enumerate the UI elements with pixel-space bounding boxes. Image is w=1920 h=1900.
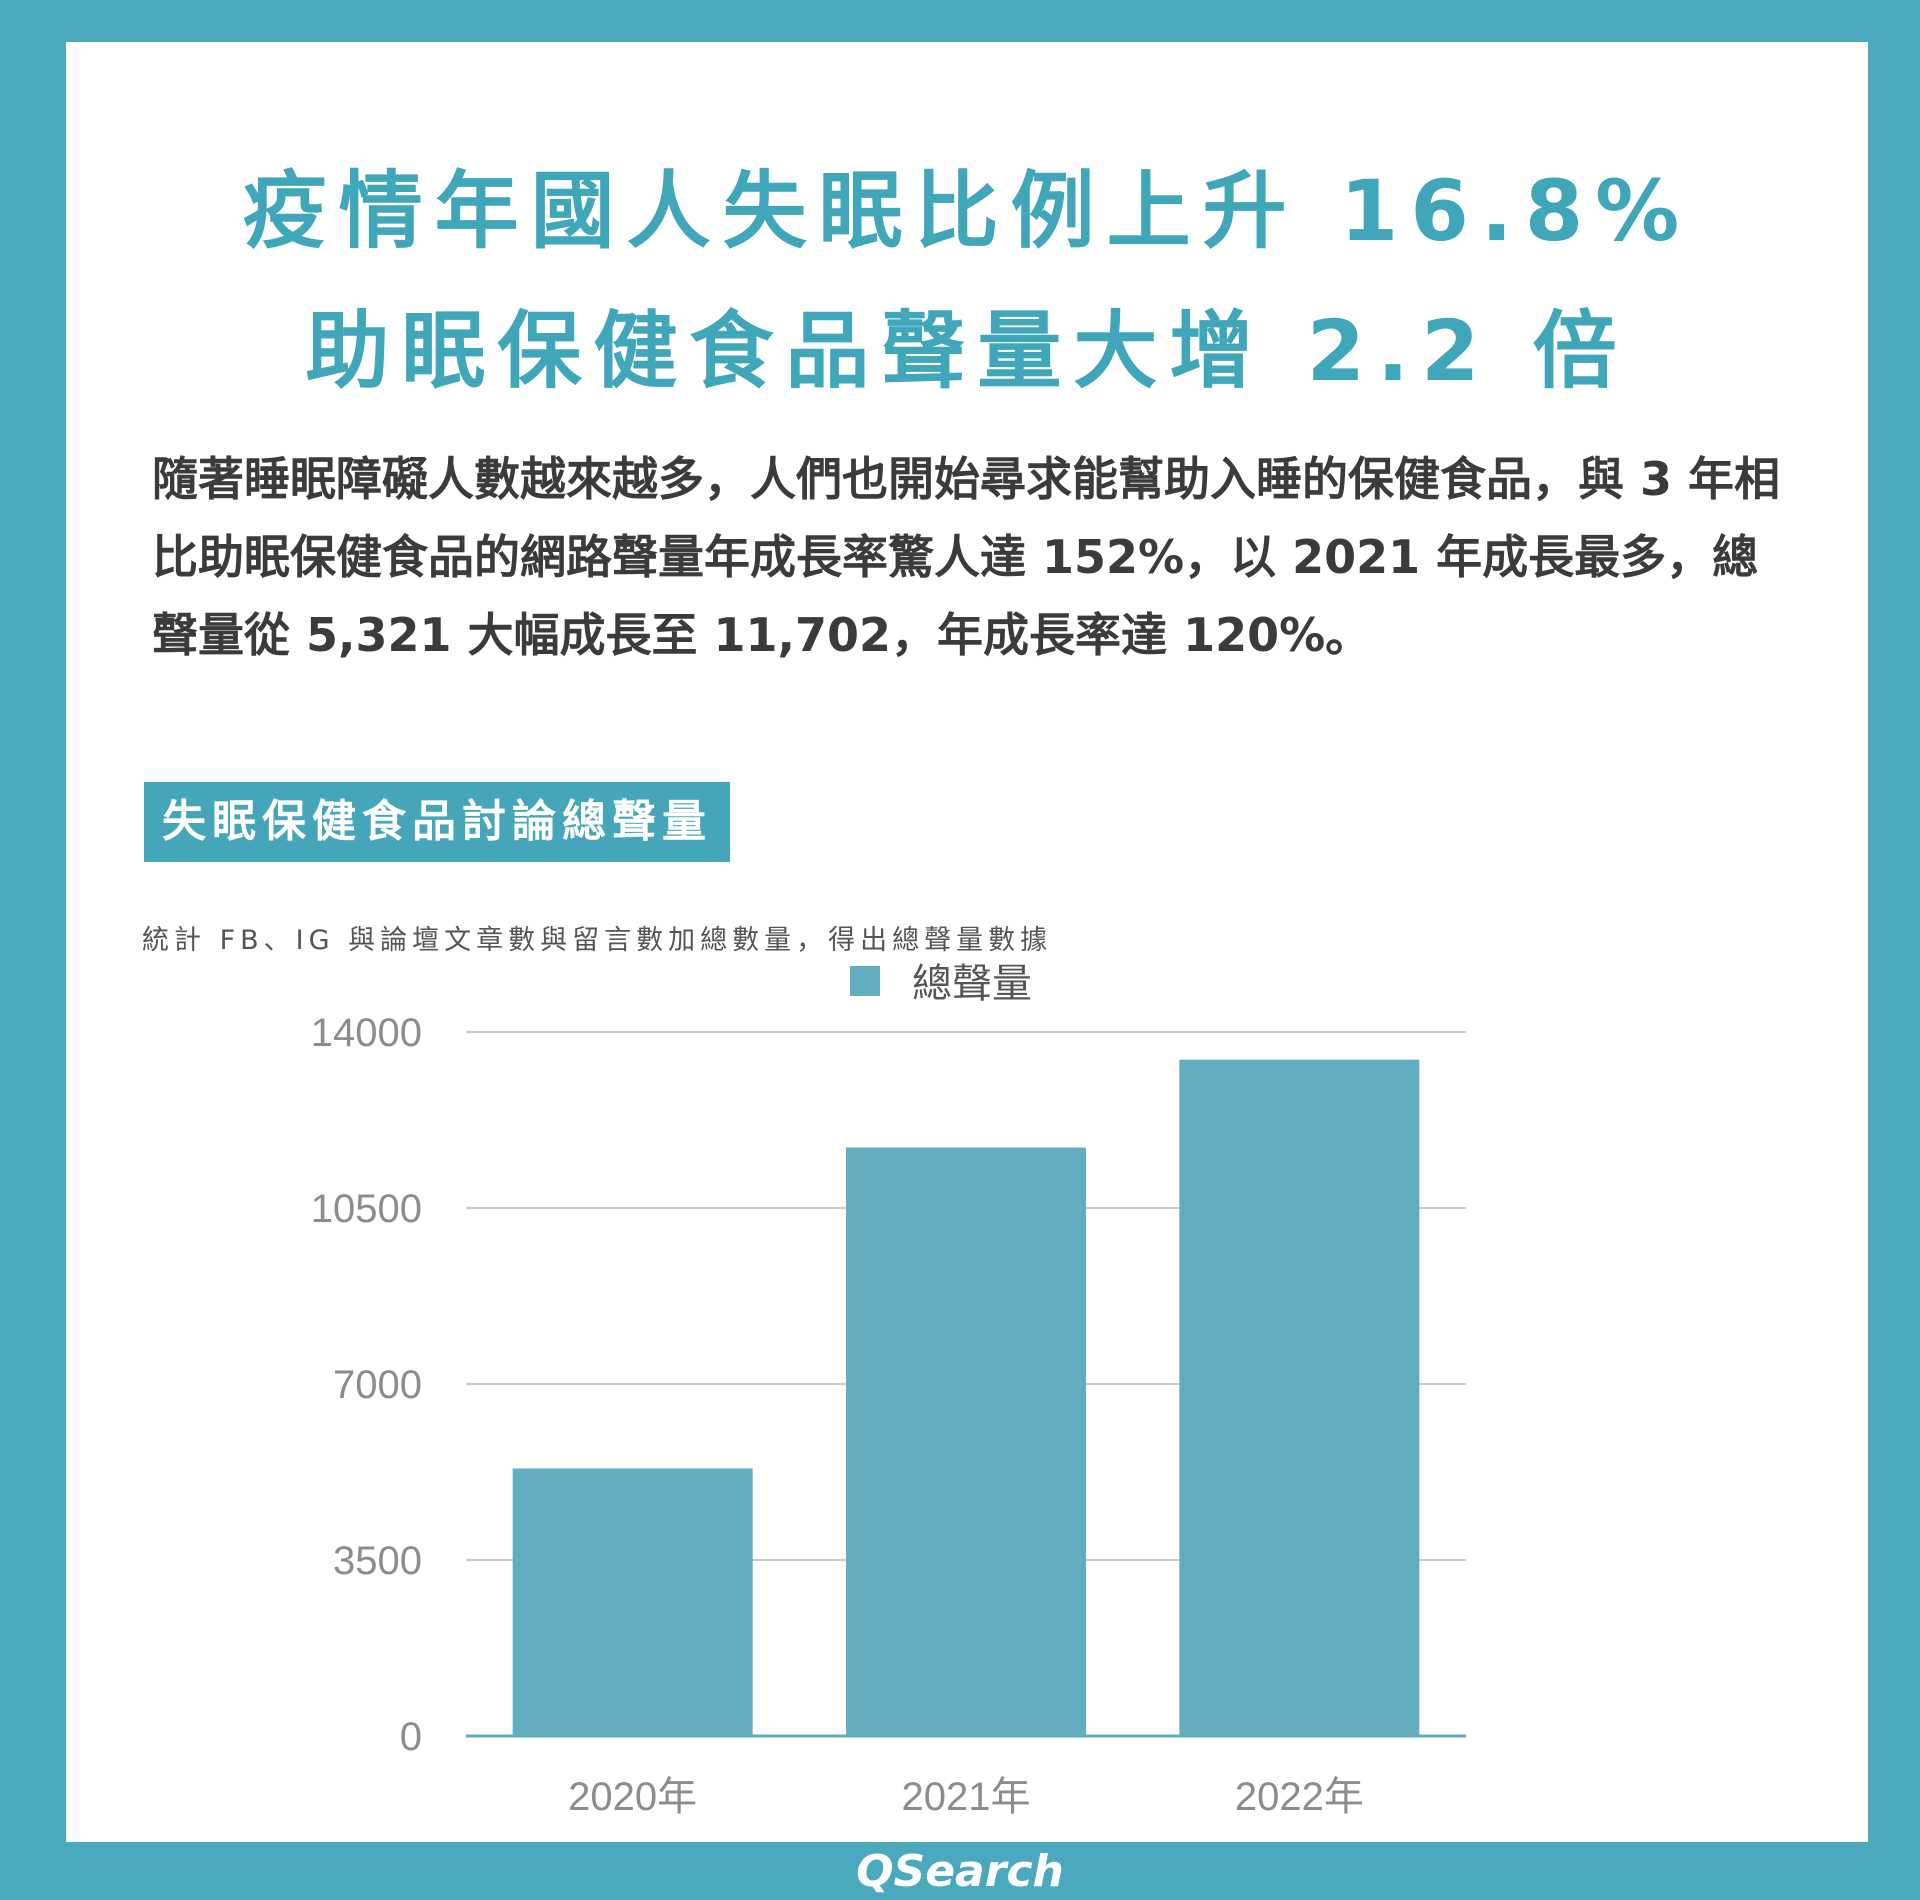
y-tick-label: 3500: [333, 1539, 422, 1583]
y-tick-label: 14000: [311, 1011, 422, 1055]
chart-note: 統計 FB、IG 與論壇文章數與留言數加總數量，得出總聲量數據: [142, 925, 1053, 956]
qsearch-logo: QSearch: [856, 1846, 1064, 1897]
summary-paragraph: 隨著睡眠障礙人數越來越多，人們也開始尋求能幫助入睡的保健食品，與 3 年相比助眠…: [152, 452, 1781, 662]
headline-line-1: 疫情年國人失眠比例上升 16.8%: [242, 162, 1692, 260]
chart-title-badge: 失眠保健食品討論總聲量: [144, 782, 730, 862]
legend-swatch: [850, 966, 880, 996]
x-tick-label: 2021年: [902, 1775, 1031, 1819]
bar: [1179, 1059, 1420, 1736]
legend-label: 總聲量: [912, 961, 1032, 1007]
y-tick-label: 0: [400, 1715, 422, 1759]
bar: [846, 1147, 1086, 1736]
bar: [512, 1468, 753, 1736]
y-tick-label: 10500: [311, 1187, 422, 1231]
x-tick-label: 2022年: [1235, 1775, 1364, 1819]
x-tick-label: 2020年: [568, 1775, 697, 1819]
infographic-card: 疫情年國人失眠比例上升 16.8% 助眠保健食品聲量大增 2.2 倍 隨著睡眠障…: [66, 42, 1868, 1842]
y-tick-label: 7000: [333, 1363, 422, 1407]
headline-line-2: 助眠保健食品聲量大增 2.2 倍: [305, 302, 1629, 400]
